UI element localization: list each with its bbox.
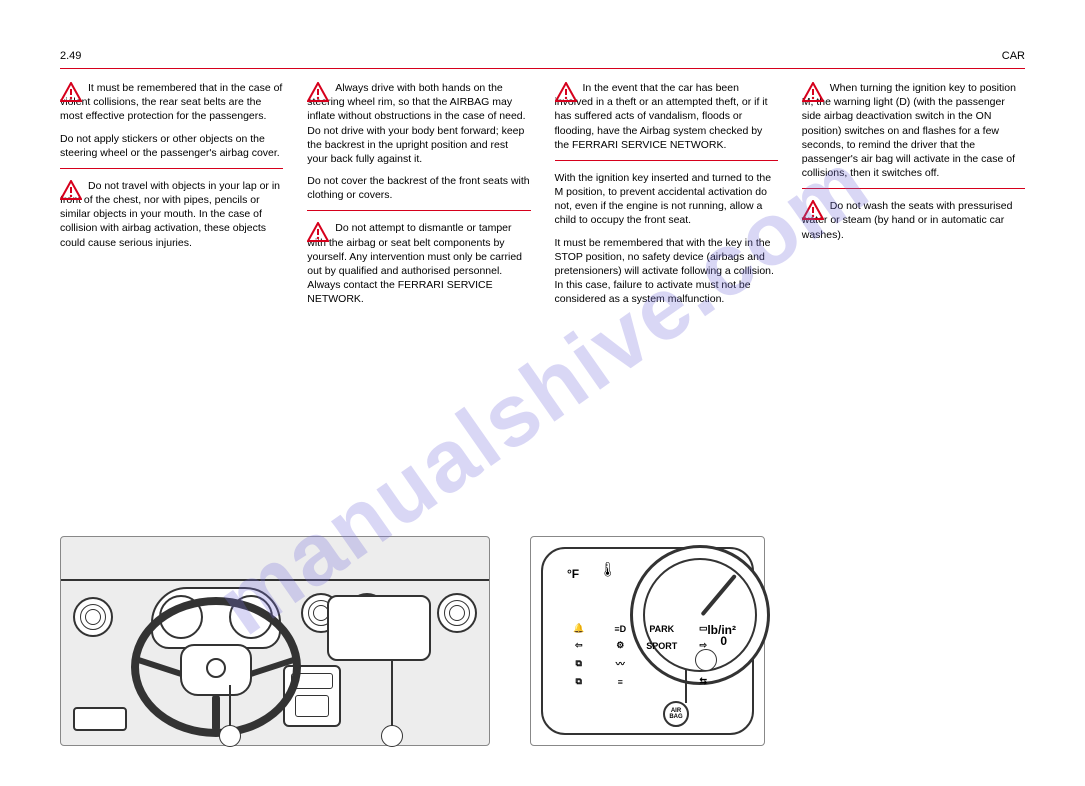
warning-text: In the event that the car has been invol…: [555, 81, 778, 152]
seatbelt-icon: 🔔: [561, 623, 597, 634]
air-vent-icon: [437, 593, 477, 633]
air-vent-icon: [73, 597, 113, 637]
warning-block: Do not attempt to dismantle or tamper wi…: [307, 221, 530, 314]
dashboard-top: [61, 537, 489, 581]
steering-wheel-icon: [131, 597, 301, 737]
warning-icon: [307, 222, 329, 242]
column-3: In the event that the car has been invol…: [555, 81, 778, 314]
warning-icon: [802, 82, 824, 102]
warning-icon: [802, 200, 824, 220]
warning-block: Do not wash the seats with pressurised w…: [802, 199, 1025, 250]
check-engine-icon: ⚙: [603, 640, 639, 651]
page-number: 2.49: [60, 50, 81, 62]
defrost-icon: ⧉: [561, 676, 597, 687]
warning-block: Do not apply stickers or other objects o…: [60, 132, 283, 169]
callout-line: [391, 661, 393, 731]
turn-left-icon: ⇦: [561, 640, 597, 651]
passenger-airbag-panel: [327, 595, 431, 661]
rear-defrost-icon: ⧉: [561, 658, 597, 669]
callout-b: [381, 725, 403, 747]
warning-block: In the event that the car has been invol…: [555, 81, 778, 161]
side-light-icon: ⇆: [686, 676, 722, 687]
dashboard-illustration: [60, 536, 490, 746]
section-title: CAR: [1002, 50, 1025, 62]
warning-text: Always drive with both hands on the stee…: [307, 81, 530, 166]
column-4: When turning the ignition key to positio…: [802, 81, 1025, 314]
switch-panel-icon: [73, 707, 127, 731]
cluster-outline: °F 🌡 0 lb/in² 🔔 ≡D PARK ▭ ⇦ ⚙ SPORT ⇨ ⧉: [541, 547, 754, 735]
warning-text: Do not apply stickers or other objects o…: [60, 132, 283, 160]
high-beam-icon: ≡D: [603, 624, 639, 634]
page-header: 2.49 CAR: [60, 50, 1025, 62]
paragraph-text: It must be remembered that with the key …: [555, 236, 778, 307]
battery-icon: ▭: [686, 623, 722, 634]
figure-row: °F 🌡 0 lb/in² 🔔 ≡D PARK ▭ ⇦ ⚙ SPORT ⇨ ⧉: [60, 536, 765, 746]
warning-icon: [60, 180, 82, 200]
driver-airbag-hub: [180, 644, 252, 696]
header-rule: [60, 68, 1025, 69]
coolant-temp-icon: 🌡: [599, 561, 617, 578]
warning-block: When turning the ignition key to positio…: [802, 81, 1025, 189]
text-columns: It must be remembered that in the case o…: [60, 81, 1025, 314]
warning-icon: [307, 82, 329, 102]
warning-text: When turning the ignition key to positio…: [802, 81, 1025, 180]
temp-unit-label: °F: [567, 567, 579, 581]
wheel-spoke: [212, 695, 220, 731]
callout-a: [219, 725, 241, 747]
warning-block: Do not cover the backrest of the front s…: [307, 174, 530, 211]
airbag-indicator-icon: AIR BAG: [663, 701, 689, 727]
manual-page: 2.49 CAR It must be remembered that in t…: [0, 0, 1085, 786]
warning-icon: [555, 82, 577, 102]
sport-indicator: SPORT: [644, 641, 680, 651]
park-indicator: PARK: [644, 624, 680, 634]
traction-icon: 〰: [603, 657, 639, 670]
fog-rear-icon: ≡: [603, 677, 639, 687]
warning-block: Do not travel with objects in your lap o…: [60, 179, 283, 258]
column-1: It must be remembered that in the case o…: [60, 81, 283, 314]
paragraph-block: With the ignition key inserted and turne…: [555, 171, 778, 236]
warning-icon: [60, 82, 82, 102]
warning-block: Always drive with both hands on the stee…: [307, 81, 530, 174]
callout-c: [695, 649, 717, 671]
warning-text: Do not travel with objects in your lap o…: [60, 179, 283, 250]
gauge-needle: [700, 574, 736, 616]
warning-text: Do not wash the seats with pressurised w…: [802, 199, 1025, 242]
cluster-illustration: °F 🌡 0 lb/in² 🔔 ≡D PARK ▭ ⇦ ⚙ SPORT ⇨ ⧉: [530, 536, 765, 746]
airbag-label-line2: BAG: [669, 714, 682, 720]
paragraph-text: With the ignition key inserted and turne…: [555, 171, 778, 228]
warning-block: It must be remembered that in the case o…: [60, 81, 283, 132]
paragraph-block: It must be remembered that with the key …: [555, 236, 778, 315]
warning-text: Do not cover the backrest of the front s…: [307, 174, 530, 202]
warning-text: It must be remembered that in the case o…: [60, 81, 283, 124]
column-2: Always drive with both hands on the stee…: [307, 81, 530, 314]
callout-line: [685, 669, 687, 703]
warning-text: Do not attempt to dismantle or tamper wi…: [307, 221, 530, 306]
